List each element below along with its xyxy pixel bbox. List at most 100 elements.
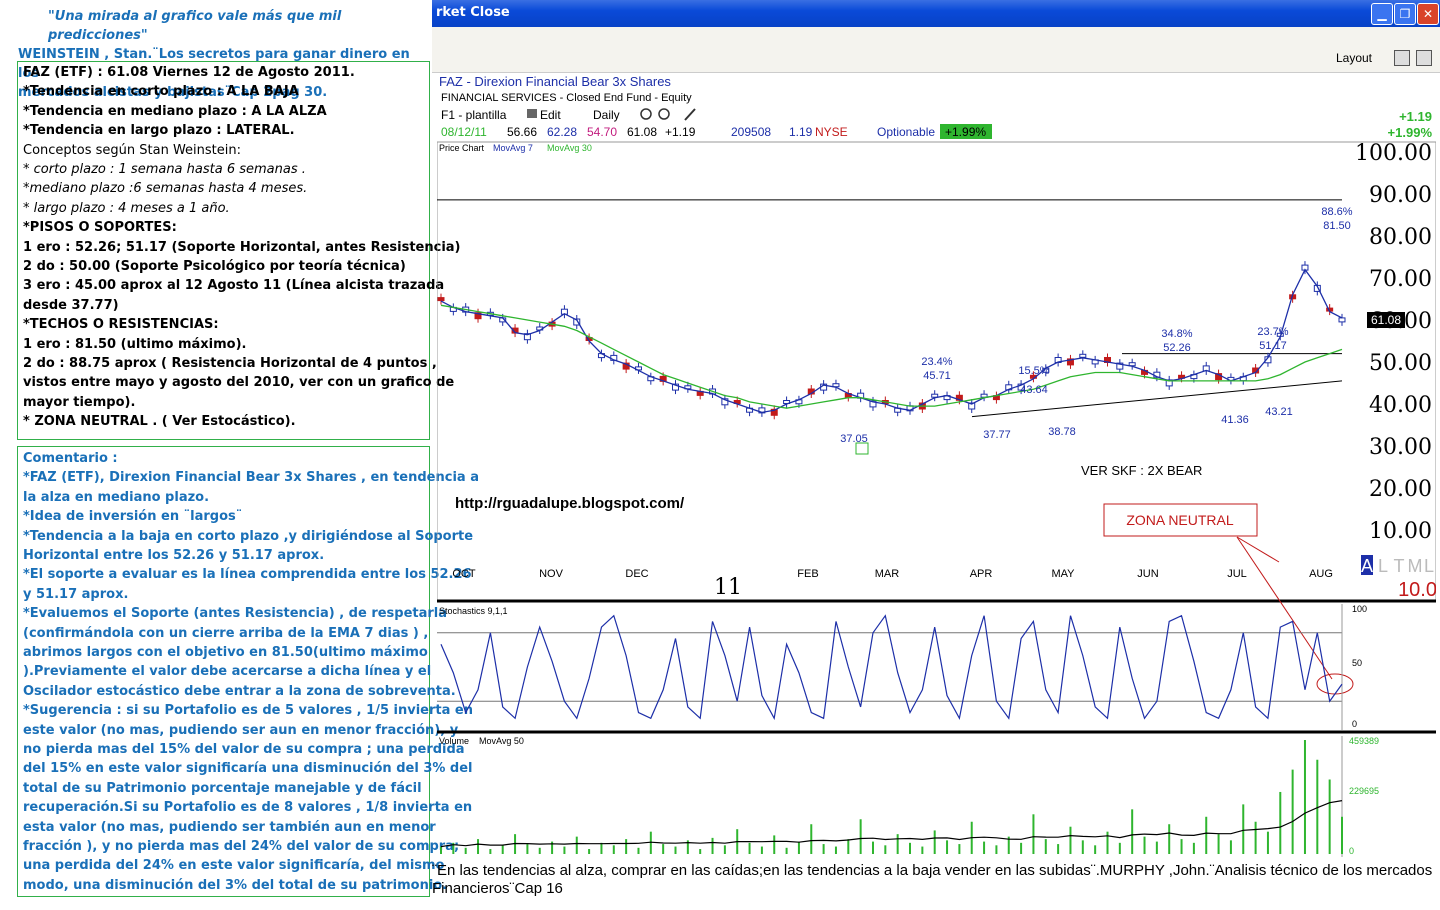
summary-line: 3 ero : 45.00 aprox al 12 Agosto 11 (Lín… bbox=[23, 278, 445, 294]
minimize-button[interactable]: ▁ bbox=[1371, 3, 1393, 25]
quote-change: +1.19 bbox=[665, 125, 696, 139]
comment-line: *Idea de inversión en ¨largos¨ bbox=[23, 509, 243, 525]
murphy-quote: ¨En las tendencias al alza, comprar en l… bbox=[432, 862, 1433, 897]
zoom-in-icon bbox=[640, 108, 652, 120]
stoch-y-tick: 0 bbox=[1352, 719, 1357, 729]
x-tick-label: JUL bbox=[1227, 568, 1247, 580]
price-annotation: 41.36 bbox=[1221, 414, 1249, 426]
quote-line-3: mercados alcistas y bajistas¨Cap 2pag 30… bbox=[18, 85, 328, 100]
skf-note: VER SKF : 2X BEAR bbox=[1081, 463, 1202, 478]
scale-button: L bbox=[1424, 556, 1434, 576]
x-tick-label: JUN bbox=[1137, 568, 1158, 580]
comment-line: *Evaluemos el Soporte (antes Resistencia… bbox=[23, 606, 448, 622]
price-annotation: 38.78 bbox=[1048, 426, 1076, 438]
summary-line: 1 ero : 52.26; 51.17 (Soporte Horizontal… bbox=[23, 239, 461, 255]
blog-url: http://rguadalupe.blogspot.com/ bbox=[455, 495, 685, 512]
comment-line: no pierda mas del 15% del valor de su co… bbox=[23, 742, 465, 757]
period-selector: Daily bbox=[593, 108, 620, 122]
layout-window-icon[interactable] bbox=[1416, 50, 1432, 66]
comment-box: Comentario : *FAZ (ETF), Direxion Financi… bbox=[17, 446, 479, 897]
x-tick-label: OCT bbox=[452, 568, 476, 580]
price-annotation: 45.71 bbox=[923, 370, 951, 382]
price-y-tick: 100.00 bbox=[1355, 141, 1432, 166]
summary-line: *Tendencia en mediano plazo : A LA ALZA bbox=[23, 103, 327, 119]
comment-line: *Tendencia a la baja en corto plazo ,y d… bbox=[23, 528, 474, 544]
price-annotation: 51.17 bbox=[1259, 340, 1287, 352]
summary-line: desde 37.77) bbox=[23, 297, 119, 313]
close-button[interactable]: ✕ bbox=[1417, 3, 1439, 25]
volume-legend-item: Volume bbox=[439, 736, 469, 746]
summary-line: Conceptos según Stan Weinstein: bbox=[23, 142, 241, 158]
security-name: FAZ - Direxion Financial Bear 3x Shares bbox=[439, 74, 671, 89]
summary-line: *TECHOS O RESISTENCIAS: bbox=[23, 317, 219, 333]
stoch-y-tick: 100 bbox=[1352, 604, 1367, 614]
price-annotation: 15.5% bbox=[1018, 365, 1049, 377]
right-change: +1.19 bbox=[1399, 109, 1432, 124]
quote-line-2: WEINSTEIN , Stan.¨Los secretos para gana… bbox=[18, 47, 410, 81]
quote-close: 61.08 bbox=[627, 125, 657, 139]
volume-y-tick: 0 bbox=[1349, 846, 1354, 856]
comment-line: *El soporte a evaluar es la línea compre… bbox=[23, 567, 472, 583]
chart-area: FAZ - Direxion Financial Bear 3x Shares F… bbox=[436, 72, 1437, 862]
scale-button: M bbox=[1408, 556, 1423, 576]
quote-line-1: "Una mirada al grafico vale más que mil … bbox=[48, 9, 342, 43]
edit-menu: Edit bbox=[540, 108, 561, 122]
quote-date: 08/12/11 bbox=[441, 125, 487, 139]
candle bbox=[672, 383, 680, 391]
comment-line: Comentario : bbox=[23, 451, 118, 466]
price-y-tick: 40.00 bbox=[1369, 393, 1432, 418]
price-y-tick: 90.00 bbox=[1369, 183, 1432, 208]
zone-pointer-1 bbox=[1236, 536, 1333, 680]
candle bbox=[968, 402, 976, 410]
summary-line: 2 do : 88.75 aprox ( Resistencia Horizon… bbox=[23, 356, 437, 371]
low-marker bbox=[855, 442, 869, 455]
candle bbox=[573, 318, 581, 326]
volume-y-tick: 229695 bbox=[1349, 786, 1379, 796]
comment-line: recuperación.Si su Portafolio es de 8 va… bbox=[23, 800, 473, 816]
moving-average-line-1 bbox=[440, 268, 1343, 414]
summary-line: *Tendencia en corto plazo : A LA BAJA bbox=[23, 84, 299, 100]
x-tick-label: APR bbox=[970, 568, 993, 580]
quote-optionable: Optionable bbox=[877, 125, 935, 139]
candle bbox=[523, 333, 531, 341]
price-y-tick: 30.00 bbox=[1369, 435, 1432, 460]
layout-grid-icon[interactable] bbox=[1394, 50, 1410, 66]
x-tick-label: 11 bbox=[714, 575, 742, 600]
comment-line: Horizontal entre los 52.26 y 51.17 aprox… bbox=[23, 548, 325, 563]
comment-line: del 15% en este valor significaría una d… bbox=[23, 761, 473, 777]
scale-button-bg bbox=[1361, 555, 1373, 575]
template-selector: F1 - plantilla bbox=[441, 108, 507, 122]
restore-button[interactable]: ❐ bbox=[1394, 3, 1416, 25]
edit-icon bbox=[527, 109, 537, 118]
last-price-tag: 61.08 bbox=[1371, 313, 1401, 327]
pct-badge-bg bbox=[940, 124, 992, 139]
comment-line: y 51.17 aprox. bbox=[23, 586, 129, 602]
candle bbox=[770, 408, 778, 416]
candle bbox=[1079, 353, 1087, 358]
price-y-tick: 50.00 bbox=[1369, 351, 1432, 376]
zone-circle bbox=[1316, 673, 1354, 695]
price-annotation: 52.26 bbox=[1163, 342, 1191, 354]
last-price-tag-bg bbox=[1367, 312, 1405, 328]
summary-line: * ZONA NEUTRAL . ( Ver Estocástico). bbox=[23, 414, 296, 430]
stock-chart: FAZ - Direxion Financial Bear 3x Shares F… bbox=[436, 74, 1437, 857]
pct-badge: +1.99% bbox=[945, 125, 986, 139]
price-y-tick: 20.00 bbox=[1369, 477, 1432, 502]
comment-line: este valor (no mas, pudiendo ser aun en … bbox=[23, 722, 459, 738]
comment-line: *FAZ (ETF), Direxion Financial Bear 3x S… bbox=[23, 470, 479, 486]
price-annotation: 81.50 bbox=[1323, 220, 1351, 232]
layout-label[interactable]: Layout bbox=[1335, 51, 1372, 65]
stoch-y-tick: 50 bbox=[1352, 658, 1362, 668]
stochastics-line bbox=[440, 614, 1343, 721]
comment-line: esta valor (no mas, pudiendo ser también… bbox=[23, 819, 436, 835]
candle bbox=[1338, 317, 1346, 323]
zone-label: ZONA NEUTRAL bbox=[1126, 512, 1234, 528]
comment-line: Oscilador estocástico debe entrar a la z… bbox=[23, 683, 456, 699]
price-y-tick: 80.00 bbox=[1369, 225, 1432, 250]
security-sector: FINANCIAL SERVICES - Closed End Fund - E… bbox=[441, 92, 692, 104]
moving-average-line-2 bbox=[440, 304, 1343, 409]
pencil-icon bbox=[684, 108, 696, 121]
window-title: rket Close bbox=[436, 5, 510, 20]
price-legend-item: MovAvg 30 bbox=[547, 143, 592, 153]
candle bbox=[869, 400, 877, 408]
